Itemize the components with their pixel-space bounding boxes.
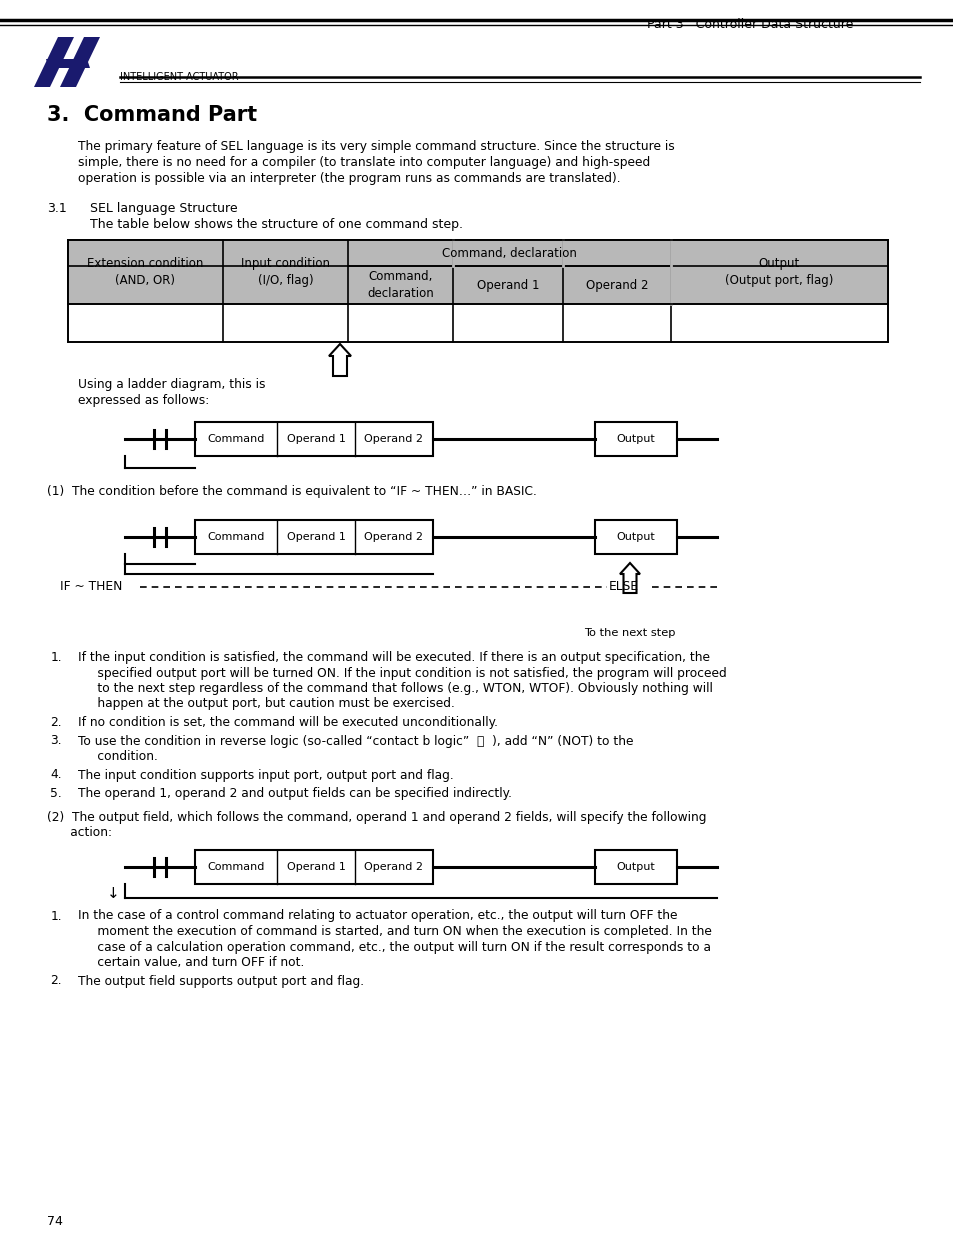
Text: simple, there is no need for a compiler (to translate into computer language) an: simple, there is no need for a compiler … [78,156,650,169]
Text: Operand 1: Operand 1 [286,532,345,542]
Text: Operand 1: Operand 1 [286,862,345,872]
Text: 5.: 5. [51,787,62,800]
Bar [194,520,433,555]
Text: (1)  The condition before the command is equivalent to “IF ~ THEN…” in BASIC.: (1) The condition before the command is … [47,485,537,498]
Text: (2)  The output field, which follows the command, operand 1 and operand 2 fields: (2) The output field, which follows the … [47,810,706,824]
Bar [68,240,887,266]
Text: The output field supports output port and flag.: The output field supports output port an… [78,974,364,988]
Text: specified output port will be turned ON. If the input condition is not satisfied: specified output port will be turned ON.… [78,667,726,679]
Text: Command,
declaration: Command, declaration [367,270,434,300]
Bar [194,422,433,456]
FancyArrow shape [329,345,351,375]
Text: To the next step: To the next step [583,629,675,638]
Text: 1.: 1. [51,651,62,664]
Text: If the input condition is satisfied, the command will be executed. If there is a: If the input condition is satisfied, the… [78,651,709,664]
Bar [595,520,677,555]
Text: Output
(Output port, flag): Output (Output port, flag) [724,257,833,287]
Bar [194,850,433,883]
Text: Operand 2: Operand 2 [364,433,423,445]
Text: INTELLIGENT ACTUATOR: INTELLIGENT ACTUATOR [120,72,238,82]
Bar [68,240,887,342]
Text: 1.: 1. [51,909,62,923]
Polygon shape [34,37,74,86]
Text: moment the execution of command is started, and turn ON when the execution is co: moment the execution of command is start… [78,925,711,939]
Text: 3.  Command Part: 3. Command Part [47,105,257,125]
Text: Output: Output [616,433,655,445]
Text: expressed as follows:: expressed as follows: [78,394,209,408]
Bar [68,266,887,304]
Text: Input condition
(I/O, flag): Input condition (I/O, flag) [241,257,330,287]
Text: 3.: 3. [51,735,62,747]
Text: Command: Command [207,862,264,872]
Polygon shape [60,37,100,86]
Text: Operand 2: Operand 2 [585,279,648,291]
Text: case of a calculation operation command, etc., the output will turn ON if the re: case of a calculation operation command,… [78,941,710,953]
Polygon shape [46,59,90,68]
Text: To use the condition in reverse logic (so-called “contact b logic”  ⫝  ), add “N: To use the condition in reverse logic (s… [78,735,633,747]
Text: 2.: 2. [51,716,62,729]
Text: 4.: 4. [51,768,62,782]
Text: Part 3   Controller Data Structure: Part 3 Controller Data Structure [646,19,852,31]
Text: Command: Command [207,433,264,445]
Bar [595,422,677,456]
Text: to the next step regardless of the command that follows (e.g., WTON, WTOF). Obvi: to the next step regardless of the comma… [78,682,712,695]
Text: IF ~ THEN: IF ~ THEN [60,580,122,594]
Text: SEL language Structure: SEL language Structure [90,203,237,215]
Text: Operand 2: Operand 2 [364,862,423,872]
Text: happen at the output port, but caution must be exercised.: happen at the output port, but caution m… [78,698,455,710]
Text: 74: 74 [47,1215,63,1228]
Text: Extension condition
(AND, OR): Extension condition (AND, OR) [88,257,204,287]
Text: action:: action: [47,826,112,839]
Text: In the case of a control command relating to actuator operation, etc., the outpu: In the case of a control command relatin… [78,909,677,923]
Text: operation is possible via an interpreter (the program runs as commands are trans: operation is possible via an interpreter… [78,172,620,185]
Text: Command: Command [207,532,264,542]
Text: certain value, and turn OFF if not.: certain value, and turn OFF if not. [78,956,304,969]
Bar [595,850,677,883]
Text: ↓: ↓ [107,885,120,900]
Text: If no condition is set, the command will be executed unconditionally.: If no condition is set, the command will… [78,716,497,729]
Text: Output: Output [616,532,655,542]
Text: 2.: 2. [51,974,62,988]
Text: Operand 1: Operand 1 [286,433,345,445]
Text: Operand 1: Operand 1 [476,279,538,291]
Text: Operand 2: Operand 2 [364,532,423,542]
Text: ELSE: ELSE [608,580,639,594]
Text: Output: Output [616,862,655,872]
FancyArrow shape [619,563,639,593]
Text: Command, declaration: Command, declaration [441,247,577,259]
Text: The input condition supports input port, output port and flag.: The input condition supports input port,… [78,768,454,782]
Text: The table below shows the structure of one command step.: The table below shows the structure of o… [90,219,462,231]
Text: Using a ladder diagram, this is: Using a ladder diagram, this is [78,378,265,391]
Text: 3.1: 3.1 [47,203,67,215]
Text: The operand 1, operand 2 and output fields can be specified indirectly.: The operand 1, operand 2 and output fiel… [78,787,512,800]
Text: condition.: condition. [78,750,157,763]
Text: The primary feature of SEL language is its very simple command structure. Since : The primary feature of SEL language is i… [78,140,674,153]
